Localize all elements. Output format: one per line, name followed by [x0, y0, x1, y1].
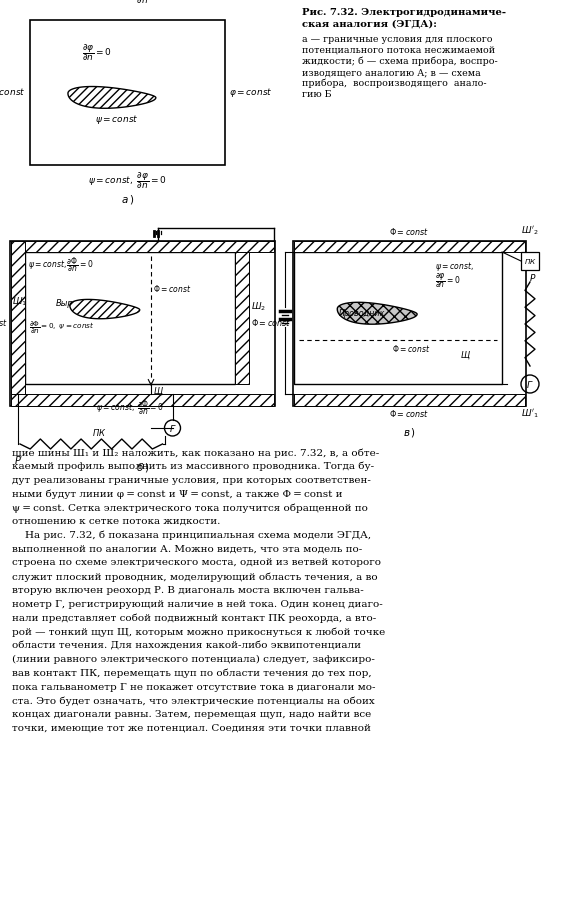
- Text: ская аналогия (ЭГДА):: ская аналогия (ЭГДА):: [302, 20, 437, 29]
- Text: $\psi=const,$: $\psi=const,$: [435, 260, 474, 273]
- Bar: [294, 241, 525, 252]
- Text: $ПК$: $ПК$: [524, 256, 537, 265]
- Text: $Щ$: $Щ$: [460, 349, 471, 361]
- Text: $Ш_1$: $Ш_1$: [12, 295, 27, 308]
- Polygon shape: [68, 86, 156, 108]
- Text: $\Phi=const$: $\Phi=const$: [389, 408, 430, 419]
- Text: отношению к сетке потока жидкости.: отношению к сетке потока жидкости.: [12, 517, 221, 526]
- Bar: [10, 241, 275, 406]
- Text: $Ш_2$: $Ш_2$: [251, 301, 266, 314]
- Text: $\psi=const,\dfrac{\partial\Phi}{\partial n}=0$: $\psi=const,\dfrac{\partial\Phi}{\partia…: [28, 256, 94, 275]
- Text: пока гальванометр Г не покажет отсутствие тока в диагонали мо-: пока гальванометр Г не покажет отсутстви…: [12, 683, 375, 692]
- Text: вторую включен реохорд Р. В диагональ моста включен гальва-: вторую включен реохорд Р. В диагональ мо…: [12, 586, 364, 595]
- Polygon shape: [338, 303, 417, 325]
- Text: служит плоский проводник, моделирующий область течения, а во: служит плоский проводник, моделирующий о…: [12, 572, 378, 582]
- Text: области течения. Для нахождения какой-либо эквипотенциали: области течения. Для нахождения какой-ли…: [12, 641, 361, 650]
- Bar: [294, 394, 525, 406]
- Text: щие шины Ш₁ и Ш₂ наложить, как показано на рис. 7.32, в, а обте-: щие шины Ш₁ и Ш₂ наложить, как показано …: [12, 448, 379, 457]
- Text: дут реализованы граничные условия, при которых соответствен-: дут реализованы граничные условия, при к…: [12, 475, 371, 484]
- Text: вав контакт ПК, перемещать щуп по области течения до тех пор,: вав контакт ПК, перемещать щуп по област…: [12, 669, 372, 678]
- Bar: [30, 20, 225, 165]
- Text: строена по схеме электрического моста, одной из ветвей которого: строена по схеме электрического моста, о…: [12, 558, 381, 567]
- Text: $Щ$: $Щ$: [153, 385, 164, 397]
- Text: $\psi=const$: $\psi=const$: [95, 114, 139, 126]
- Text: $\psi=const,\ \dfrac{\partial\varphi}{\partial n}=0$: $\psi=const,\ \dfrac{\partial\varphi}{\p…: [88, 0, 167, 6]
- Bar: [294, 252, 502, 384]
- Text: $\varphi=const$: $\varphi=const$: [0, 86, 26, 99]
- Bar: [293, 241, 526, 406]
- Text: $\psi=const,\ \dfrac{\partial\varphi}{\partial n}=0$: $\psi=const,\ \dfrac{\partial\varphi}{\p…: [88, 170, 167, 191]
- Text: ψ = const. Сетка электрического тока получится обращенной по: ψ = const. Сетка электрического тока пол…: [12, 504, 368, 513]
- Text: изводящего аналогию А; в — схема: изводящего аналогию А; в — схема: [302, 68, 481, 77]
- Text: Проводник: Проводник: [339, 309, 385, 318]
- Text: ными будут линии φ = const и Ψ = const, а также Φ = const и: ными будут линии φ = const и Ψ = const, …: [12, 489, 342, 499]
- Text: $\varphi=const$: $\varphi=const$: [229, 86, 272, 99]
- Text: $\Phi=const$: $\Phi=const$: [153, 284, 191, 295]
- Text: $Ш'_1$: $Ш'_1$: [521, 408, 539, 421]
- Text: концах диагонали равны. Затем, перемещая щуп, надо найти все: концах диагонали равны. Затем, перемещая…: [12, 710, 371, 719]
- Text: $Г$: $Г$: [526, 378, 534, 389]
- Text: потенциального потока несжимаемой: потенциального потока несжимаемой: [302, 46, 495, 55]
- Text: $ПК$: $ПК$: [92, 427, 107, 438]
- Text: $Ш'_2$: $Ш'_2$: [521, 225, 539, 237]
- Bar: [11, 241, 274, 252]
- Text: $\Phi=const$: $\Phi=const$: [392, 344, 431, 355]
- Text: $в\,)$: $в\,)$: [403, 426, 416, 439]
- Bar: [25, 252, 235, 384]
- Text: Рис. 7.32. Электрогидродинамиче-: Рис. 7.32. Электрогидродинамиче-: [302, 8, 506, 17]
- Text: $\dfrac{\partial\varphi}{\partial n}=0$: $\dfrac{\partial\varphi}{\partial n}=0$: [82, 43, 112, 64]
- Text: (линии равного электрического потенциала) следует, зафиксиро-: (линии равного электрического потенциала…: [12, 655, 375, 664]
- Text: $\Phi=const$: $\Phi=const$: [251, 316, 291, 327]
- Text: $\dfrac{\partial\Phi}{\partial n}=0,\ \psi=const$: $\dfrac{\partial\Phi}{\partial n}=0,\ \p…: [29, 319, 94, 335]
- Text: ста. Это будет означать, что электрические потенциалы на обоих: ста. Это будет означать, что электрическ…: [12, 696, 375, 706]
- Text: $Р$: $Р$: [529, 272, 537, 283]
- Text: $Р$: $Р$: [14, 454, 22, 466]
- Text: рой — тонкий щуп Щ, которым можно прикоснуться к любой точке: рой — тонкий щуп Щ, которым можно прикос…: [12, 627, 385, 637]
- Text: $\dfrac{\partial\varphi}{\partial n}=0$: $\dfrac{\partial\varphi}{\partial n}=0$: [435, 272, 461, 290]
- Text: прибора,  воспроизводящего  анало-: прибора, воспроизводящего анало-: [302, 79, 487, 88]
- Text: нометр Г, регистрирующий наличие в ней тока. Один конец диаго-: нометр Г, регистрирующий наличие в ней т…: [12, 600, 383, 609]
- Bar: [11, 394, 274, 406]
- Text: $а\,)$: $а\,)$: [121, 193, 134, 206]
- Text: На рис. 7.32, б показана принципиальная схема модели ЭГДА,: На рис. 7.32, б показана принципиальная …: [12, 531, 371, 540]
- Text: гию Б: гию Б: [302, 90, 332, 99]
- Text: а — граничные условия для плоского: а — граничные условия для плоского: [302, 35, 492, 44]
- Text: выполненной по аналогии А. Можно видеть, что эта модель по-: выполненной по аналогии А. Можно видеть,…: [12, 544, 362, 554]
- Text: $\Phi=const$: $\Phi=const$: [389, 226, 430, 237]
- Text: жидкости; б — схема прибора, воспро-: жидкости; б — схема прибора, воспро-: [302, 57, 498, 66]
- Polygon shape: [70, 299, 140, 319]
- Bar: [521, 252, 539, 270]
- Text: $б\,)$: $б\,)$: [136, 461, 149, 474]
- Text: $\Phi=const$: $\Phi=const$: [0, 316, 8, 327]
- Bar: [235, 252, 249, 384]
- Text: точки, имеющие тот же потенциал. Соединяя эти точки плавной: точки, имеющие тот же потенциал. Соединя…: [12, 724, 371, 733]
- Text: $Г$: $Г$: [169, 423, 176, 434]
- Text: Вырез: Вырез: [55, 299, 83, 308]
- Text: $\psi=const,\ \dfrac{\partial\Phi}{\partial n}=0$: $\psi=const,\ \dfrac{\partial\Phi}{\part…: [96, 399, 164, 417]
- Bar: [11, 241, 25, 394]
- Text: каемый профиль выполнить из массивного проводника. Тогда бу-: каемый профиль выполнить из массивного п…: [12, 462, 374, 471]
- Text: нали представляет собой подвижный контакт ПК реохорда, а вто-: нали представляет собой подвижный контак…: [12, 614, 376, 623]
